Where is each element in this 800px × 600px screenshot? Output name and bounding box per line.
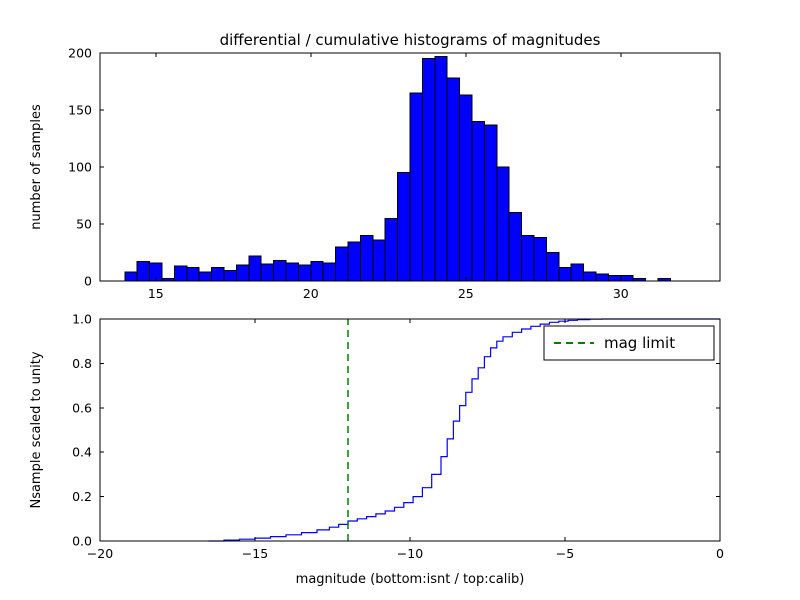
histogram-bar [211,266,225,282]
x-tick-label: −5 [556,546,574,561]
histogram-bar [260,263,275,282]
histogram-bar [384,217,399,282]
histogram-bar [533,237,547,282]
histogram-bar [421,58,436,282]
y-tick-label: 0 [84,274,92,289]
histogram-bar [297,264,312,282]
histogram-bar [322,262,337,282]
histogram-bar [570,263,585,282]
histogram-bar [558,266,572,282]
histogram-bar [335,246,349,282]
histogram-bar [521,234,535,282]
histogram-bar [471,120,485,282]
y-tick-label: 50 [76,217,92,232]
histogram-bar [198,271,213,282]
histogram-bar [273,259,287,282]
bottom-ylabel: Nsample scaled to unity [29,351,44,508]
histogram-bar [359,234,374,282]
y-tick-label: 1.0 [72,312,92,327]
x-tick-label: 30 [613,286,629,301]
histogram-bar [409,92,423,282]
histogram-bar [223,270,237,282]
x-tick-label: −15 [242,546,268,561]
histogram-bar [446,77,461,282]
histogram-bar [545,252,560,282]
histogram-bar [607,274,622,282]
x-tick-label: 25 [458,286,474,301]
y-tick-label: 0.4 [72,445,92,460]
histogram-bar [620,274,634,282]
figure-title: differential / cumulative histograms of … [220,31,601,49]
cumulative-step-line [208,318,720,542]
histogram-bar [310,261,324,282]
y-tick-label: 200 [68,46,92,61]
x-tick-label: 0 [716,546,724,561]
histogram-bar [136,261,151,282]
histogram-bar [483,124,498,282]
histogram-bar [434,55,448,282]
y-tick-label: 0.2 [72,489,92,504]
histogram-bar [459,94,473,282]
histogram-bar [347,241,361,282]
histogram-bar [397,172,411,282]
histogram-bar [173,265,188,282]
histogram-bar [583,271,597,282]
histogram-bar [124,271,138,282]
histogram-bar [248,255,262,282]
histogram-bar [496,166,510,282]
histogram-bar [285,262,299,282]
y-tick-label: 100 [68,160,92,175]
x-tick-label: −10 [397,546,423,561]
histogram-bar [186,266,200,282]
y-tick-label: 0.0 [72,534,92,549]
xlabel: magnitude (bottom:isnt / top:calib) [296,572,525,587]
x-tick-label: 15 [148,286,164,301]
x-tick-label: −20 [87,546,113,561]
histogram-bar [595,273,609,282]
top-ylabel: number of samples [29,104,44,230]
y-tick-label: 0.6 [72,400,92,415]
y-tick-label: 0.8 [72,356,92,371]
histogram-bar [508,212,523,282]
legend-label: mag limit [604,334,675,352]
y-tick-label: 150 [68,103,92,118]
histogram-bar [372,239,386,282]
histogram-bar [235,264,250,282]
x-tick-label: 20 [303,286,319,301]
